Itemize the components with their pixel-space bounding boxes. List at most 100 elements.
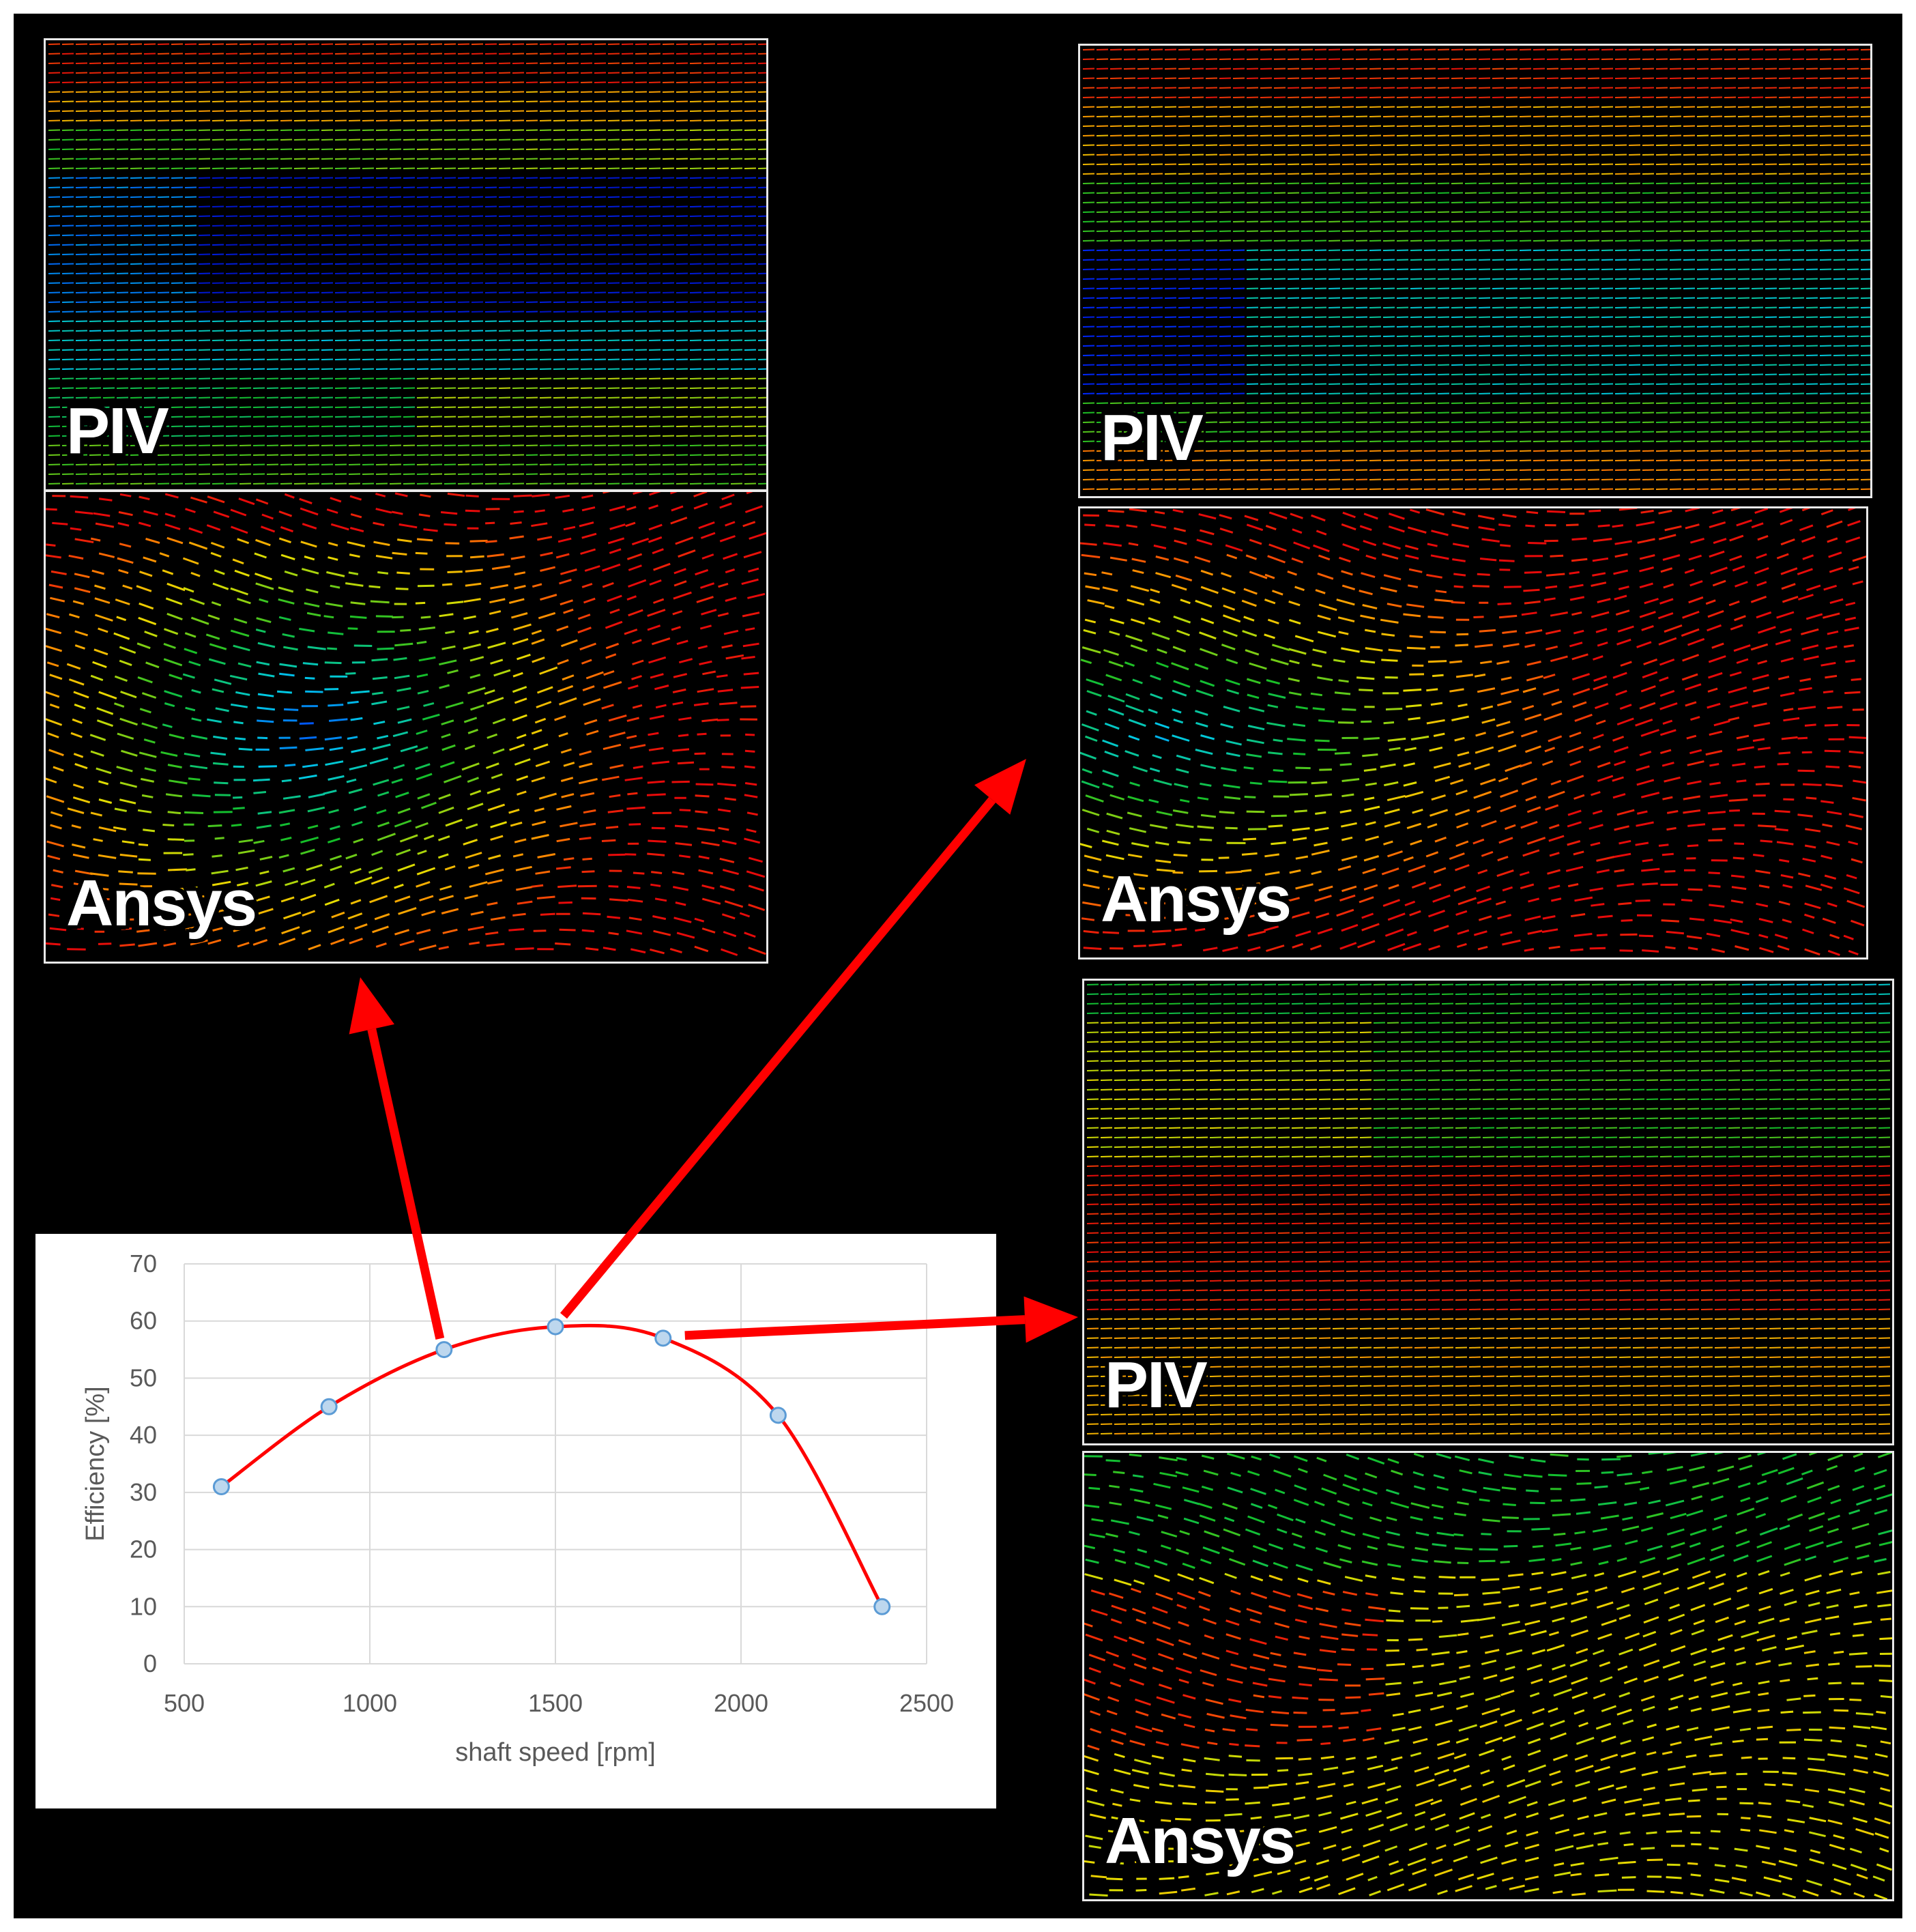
vector-arrows	[139, 704, 484, 861]
vector-arrows	[346, 778, 357, 783]
vector-arrows	[1427, 983, 1795, 1129]
vector-arrows	[403, 473, 416, 475]
vector-arrows	[1260, 249, 1805, 394]
vector-arrows	[1792, 77, 1805, 79]
vector-arrows	[1100, 1174, 1836, 1310]
vector-arrows	[1434, 775, 1451, 782]
vector-arrows	[1109, 556, 1378, 891]
vector-arrows	[1088, 1654, 1106, 1662]
vector-arrows	[1386, 1474, 1445, 1536]
vector-arrows	[1100, 1031, 1331, 1138]
vector-arrows	[1081, 553, 1101, 559]
vector-arrows	[61, 129, 661, 465]
piv-label: PIV	[66, 394, 169, 467]
vector-arrows	[302, 662, 319, 666]
vector-arrows	[1100, 1184, 1863, 1301]
vector-arrows	[114, 675, 128, 682]
vector-arrows	[1178, 1678, 1189, 1684]
vector-arrows	[61, 205, 129, 255]
vector-arrows	[171, 320, 716, 370]
vector-arrows	[75, 320, 743, 370]
vector-arrows	[139, 708, 151, 714]
vector-arrows	[1264, 983, 1468, 1014]
vector-arrows	[621, 129, 757, 169]
vector-arrows	[212, 196, 716, 303]
data-point	[320, 1398, 338, 1415]
vector-arrows	[1114, 1318, 1891, 1434]
vector-arrows	[116, 311, 129, 313]
vector-arrows	[1150, 48, 1870, 98]
vector-arrows	[375, 555, 527, 860]
vector-arrows	[1106, 1578, 1773, 1894]
vector-arrows	[1526, 837, 1546, 846]
vector-arrows	[293, 53, 484, 64]
vector-arrows	[1267, 555, 1562, 785]
vector-arrows	[1123, 125, 1655, 165]
vector-arrows	[1109, 618, 1124, 624]
vector-arrows	[98, 826, 117, 833]
vector-arrows	[493, 669, 511, 677]
vector-arrows	[1178, 182, 1805, 423]
vector-arrows	[1481, 820, 1497, 828]
vector-arrows	[280, 177, 688, 274]
vector-arrows	[235, 737, 246, 740]
vector-arrows	[1195, 1165, 1768, 1301]
vector-arrows	[1200, 734, 1215, 740]
vector-arrows	[1082, 249, 1232, 385]
vector-arrows	[1359, 983, 1809, 1148]
vector-arrows	[1100, 1318, 1850, 1434]
vector-arrows	[1109, 249, 1218, 375]
vector-arrows	[1273, 249, 1791, 385]
vector-arrows	[121, 601, 222, 757]
vector-arrows	[1096, 450, 1870, 490]
vector-arrows	[75, 158, 88, 160]
vector-arrows	[1436, 1458, 1614, 1537]
vector-arrows	[1502, 521, 1863, 946]
vector-arrows	[230, 703, 248, 708]
vector-arrows	[673, 673, 688, 678]
vector-arrows	[1150, 192, 1750, 423]
vector-arrows	[430, 148, 766, 437]
vector-arrows	[1084, 618, 1097, 624]
vector-arrows	[1109, 259, 1204, 289]
vector-arrows	[1084, 1455, 1801, 1551]
vector-arrows	[205, 633, 220, 640]
vector-arrows	[1250, 1194, 1713, 1310]
vector-arrows	[1150, 469, 1846, 480]
vector-arrows	[284, 764, 296, 767]
vector-arrows	[1236, 1327, 1522, 1377]
vector-arrows	[171, 91, 306, 121]
piv-label: PIV	[1105, 1349, 1208, 1422]
vector-arrows	[1086, 1165, 1877, 1310]
vector-arrows	[1150, 48, 1750, 98]
vector-arrows	[1177, 841, 1191, 845]
vector-arrows	[487, 788, 501, 794]
vector-arrows	[1086, 1165, 1863, 1310]
vector-arrows	[212, 320, 702, 370]
vector-arrows	[389, 435, 402, 437]
vector-arrows	[396, 538, 504, 841]
vector-arrows	[307, 330, 757, 360]
vector-arrows	[1381, 867, 1399, 876]
vector-arrows	[1084, 1622, 1385, 1720]
vector-arrows	[327, 647, 338, 650]
vector-arrows	[61, 320, 675, 370]
vector-arrows	[1160, 1473, 1609, 1566]
vector-arrows	[307, 627, 358, 830]
vector-arrows	[1178, 1713, 1192, 1719]
vector-arrows	[89, 320, 702, 370]
vector-arrows	[252, 778, 270, 782]
vector-arrows	[280, 837, 292, 841]
vector-arrows	[430, 139, 766, 437]
vector-arrows	[46, 508, 736, 902]
vector-arrows	[328, 704, 344, 707]
vector-arrows	[74, 630, 89, 637]
vector-arrows	[1291, 1482, 1710, 1538]
vector-arrows	[1100, 1327, 1836, 1434]
vector-arrows	[259, 870, 270, 875]
vector-arrows	[1246, 249, 1870, 385]
vector-arrows	[1127, 1041, 1331, 1157]
vector-arrows	[185, 633, 295, 712]
vector-arrows	[1200, 569, 1283, 596]
vector-arrows	[1782, 983, 1836, 1005]
